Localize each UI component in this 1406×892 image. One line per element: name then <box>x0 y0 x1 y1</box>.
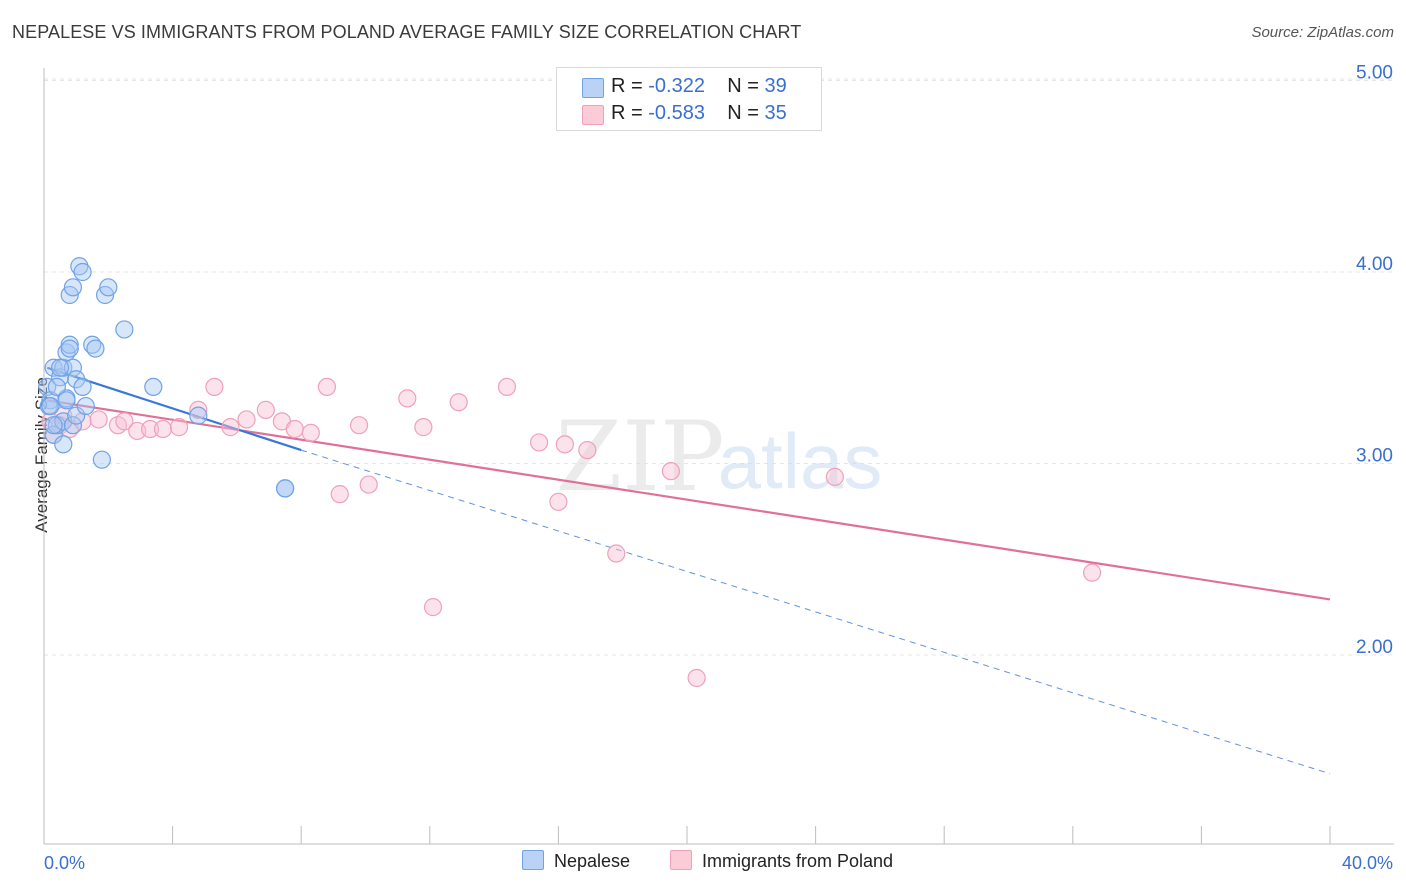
poland-point <box>285 419 304 439</box>
nepalese-point <box>92 450 111 469</box>
y-tick-label: 5.00 <box>1356 63 1393 84</box>
correlation-legend: R = -0.322 N = 39 R = -0.583 N = 35 <box>556 67 822 131</box>
x-tick-label-right: 40.0% <box>1342 853 1393 873</box>
nepalese-point <box>73 377 92 396</box>
legend-r-value: -0.322 <box>648 75 705 97</box>
nepalese-point <box>115 320 134 339</box>
poland-trend-line <box>47 399 1331 601</box>
nepalese-point <box>50 368 70 387</box>
watermark: ZIP atlas <box>555 401 882 513</box>
y-tick-label: 2.00 <box>1356 637 1393 658</box>
grid-lines <box>44 78 1394 656</box>
bottom-legend-poland: Immigrants from Poland <box>670 850 893 872</box>
bottom-legend-nepalese: Nepalese <box>522 850 630 872</box>
axes <box>43 68 1394 845</box>
poland-point <box>449 393 468 412</box>
source-label: Source: ZipAtlas.com <box>1251 24 1394 41</box>
nepalese-point <box>63 278 83 297</box>
watermark-atlas: atlas <box>718 417 883 505</box>
x-tick-label-left: 0.0% <box>44 853 85 873</box>
nepalese-point <box>57 391 76 410</box>
nepalese-point <box>189 406 208 425</box>
nepalese-point <box>86 339 105 358</box>
watermark-zip: ZIP <box>555 401 724 513</box>
poland-point <box>578 440 597 460</box>
poland-point <box>555 435 574 454</box>
poland-point <box>317 377 337 396</box>
legend-n-label: N = <box>727 102 765 124</box>
nepalese-point <box>41 396 60 416</box>
nepalese-trend-extension <box>301 449 1331 775</box>
poland-point <box>115 412 134 431</box>
nepalese-point <box>63 358 83 377</box>
bottom-legend-swatch-blue <box>522 850 544 870</box>
poland-point <box>359 475 378 494</box>
legend-n-value: 39 <box>764 75 787 97</box>
nepalese-point <box>67 406 86 425</box>
nepalese-point <box>54 435 73 454</box>
legend-r-label: R = <box>611 75 649 97</box>
legend-n-value: 35 <box>764 102 787 124</box>
poland-point <box>330 485 349 504</box>
poland-point <box>1082 563 1102 582</box>
bottom-legend-swatch-pink <box>670 850 692 870</box>
legend-swatch-blue <box>582 78 604 98</box>
poland-point <box>205 377 224 396</box>
nepalese-point <box>144 377 163 396</box>
poland-point <box>607 544 626 563</box>
poland-point <box>825 467 844 487</box>
nepalese-point <box>60 339 79 358</box>
legend-r-label: R = <box>611 102 649 124</box>
poland-point <box>89 410 108 429</box>
nepalese-point <box>76 396 95 416</box>
poland-point <box>221 418 240 437</box>
nepalese-point <box>44 416 63 435</box>
nepalese-point <box>63 416 83 435</box>
nepalese-point <box>50 358 70 377</box>
chart-title: NEPALESE VS IMMIGRANTS FROM POLAND AVERA… <box>12 22 802 42</box>
nepalese-point <box>99 278 118 297</box>
nepalese-point <box>276 479 295 498</box>
poland-point <box>237 410 256 429</box>
poland-point <box>530 433 549 452</box>
legend-r-value: -0.583 <box>648 102 705 124</box>
poland-point <box>398 389 417 408</box>
y-tick-label: 4.00 <box>1356 254 1393 275</box>
nepalese-point <box>44 425 63 444</box>
data-points <box>38 257 1102 688</box>
nepalese-point <box>47 377 66 396</box>
nepalese-point <box>60 335 79 354</box>
poland-point <box>169 418 189 437</box>
poland-point <box>301 423 320 442</box>
y-tick-label: 3.00 <box>1356 446 1393 467</box>
poland-point <box>349 416 369 435</box>
y-tick-labels: 2.00 3.00 4.00 5.00 <box>1356 63 1393 659</box>
poland-point <box>497 377 517 396</box>
poland-point <box>140 419 160 439</box>
x-tick-labels: 0.0% 40.0% <box>44 853 1393 873</box>
nepalese-point <box>70 257 89 276</box>
nepalese-point <box>38 377 57 396</box>
nepalese-point <box>73 262 92 282</box>
poland-point <box>256 400 275 419</box>
legend-swatch-pink <box>582 105 604 125</box>
legend-n-label: N = <box>727 75 765 97</box>
poland-point <box>189 400 208 419</box>
poland-point <box>414 418 433 437</box>
bottom-legend-label: Nepalese <box>554 851 631 871</box>
poland-point <box>549 492 568 511</box>
poland-point <box>661 462 681 481</box>
nepalese-point <box>44 358 63 377</box>
poland-point <box>423 598 443 617</box>
poland-point <box>687 668 706 688</box>
poland-point <box>153 419 173 439</box>
bottom-legend-label: Immigrants from Poland <box>702 851 894 871</box>
